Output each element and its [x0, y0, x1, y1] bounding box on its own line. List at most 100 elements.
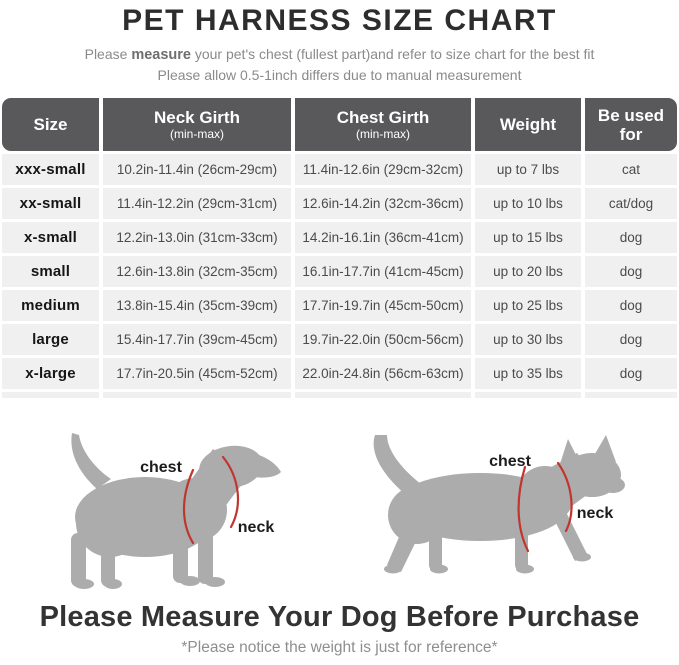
cat-neck-label: neck — [577, 505, 614, 522]
table-cell: 12.6in-14.2in (32cm-36cm) — [295, 188, 471, 219]
col-header-chest-girth: Chest Girth (min-max) — [295, 98, 471, 151]
dog-hind-leg — [101, 537, 115, 587]
table-cell: up to 7 lbs — [475, 154, 581, 185]
size-cell: large — [2, 324, 99, 355]
table-cell: dog — [585, 324, 677, 355]
table-cell: 14.2in-16.1in (36cm-41cm) — [295, 222, 471, 253]
table-bottom-strip — [295, 392, 471, 398]
dog-front-leg — [173, 525, 188, 583]
table-cell: 22.0in-24.8in (56cm-63cm) — [295, 358, 471, 389]
col-header-size: Size — [2, 98, 99, 151]
table-cell: up to 30 lbs — [475, 324, 581, 355]
table-cell: 16.1in-17.7in (41cm-45cm) — [295, 256, 471, 287]
table-cell: dog — [585, 222, 677, 253]
size-cell: x-large — [2, 358, 99, 389]
table-cell: 12.6in-13.8in (32cm-35cm) — [103, 256, 291, 287]
cat-front-leg — [515, 517, 528, 571]
cat-paw — [573, 552, 591, 562]
col-header-weight-label: Weight — [499, 115, 557, 134]
cat-neck-measure-line — [556, 461, 573, 533]
subtitle-post: your pet's chest (fullest part)and refer… — [190, 46, 595, 62]
dog-haunch — [76, 489, 144, 557]
subtitle-measure-bold: measure — [131, 47, 191, 63]
subtitle-pre: Please — [84, 46, 132, 62]
dog-chest-measure-line — [183, 468, 195, 545]
table-cell: dog — [585, 358, 677, 389]
table-cell: 12.2in-13.0in (31cm-33cm) — [103, 222, 291, 253]
size-cell: x-small — [2, 222, 99, 253]
dog-hind-leg — [71, 533, 86, 587]
size-cell: xxx-small — [2, 154, 99, 185]
col-header-neck-girth-sub: (min-max) — [170, 127, 224, 141]
table-cell: 10.2in-11.4in (26cm-29cm) — [103, 154, 291, 185]
cat-silhouette: chest neck — [373, 435, 625, 574]
dog-paw — [205, 577, 225, 587]
measurement-diagrams: chest neck chest neck — [0, 425, 679, 597]
table-cell: up to 25 lbs — [475, 290, 581, 321]
table-cell: cat/dog — [585, 188, 677, 219]
cat-ear — [592, 435, 616, 462]
table-cell: up to 15 lbs — [475, 222, 581, 253]
cat-front-leg — [551, 510, 587, 561]
table-cell: 17.7in-20.5in (45cm-52cm) — [103, 358, 291, 389]
cat-ear — [559, 439, 581, 467]
table-cell: up to 10 lbs — [475, 188, 581, 219]
table-cell: up to 20 lbs — [475, 256, 581, 287]
table-cell: 17.7in-19.7in (45cm-50cm) — [295, 290, 471, 321]
table-bottom-strip — [475, 392, 581, 398]
table-cell: dog — [585, 256, 677, 287]
cat-paw — [516, 564, 534, 574]
dog-tail — [71, 433, 111, 489]
dog-front-leg — [198, 522, 213, 584]
size-cell: small — [2, 256, 99, 287]
col-header-size-label: Size — [33, 115, 68, 134]
dog-chest-label: chest — [140, 459, 182, 476]
dog-body-shapes — [71, 433, 281, 589]
cat-body-shapes — [373, 435, 625, 574]
subtitle-line1: Please measure your pet's chest (fullest… — [0, 44, 679, 65]
subtitle-line2: Please allow 0.5-1inch differs due to ma… — [157, 67, 522, 83]
dog-snout — [250, 453, 281, 478]
col-header-neck-girth: Neck Girth (min-max) — [103, 98, 291, 151]
cat-chest-label: chest — [489, 453, 531, 470]
table-bottom-strip — [585, 392, 677, 398]
cat-hind-leg — [429, 523, 442, 571]
dog-paw — [180, 576, 200, 586]
dog-silhouette: chest neck — [71, 433, 281, 589]
table-cell: 19.7in-22.0in (50cm-56cm) — [295, 324, 471, 355]
cat-chest-measure-line — [517, 465, 530, 553]
col-header-chest-girth-label: Chest Girth — [336, 108, 430, 127]
cat-paw — [384, 564, 402, 574]
table-bottom-strip — [2, 392, 99, 398]
table-cell: 11.4in-12.2in (29cm-31cm) — [103, 188, 291, 219]
table-cell: dog — [585, 290, 677, 321]
dog-neck-label: neck — [238, 519, 275, 536]
measure-before-purchase-heading: Please Measure Your Dog Before Purchase — [39, 601, 640, 633]
table-cell: 13.8in-15.4in (35cm-39cm) — [103, 290, 291, 321]
table-cell: 11.4in-12.6in (29cm-32cm) — [295, 154, 471, 185]
dog-paw — [104, 579, 122, 589]
size-chart-table: Size Neck Girth (min-max) Chest Girth (m… — [2, 98, 677, 398]
cat-measure-lines — [517, 461, 573, 553]
table-cell: 15.4in-17.7in (39cm-45cm) — [103, 324, 291, 355]
dog-measure-lines — [183, 455, 239, 545]
col-header-neck-girth-label: Neck Girth — [154, 108, 240, 127]
size-cell: medium — [2, 290, 99, 321]
dog-ear — [206, 455, 232, 510]
dog-neck-measure-line — [221, 455, 239, 529]
col-header-chest-girth-sub: (min-max) — [356, 127, 410, 141]
table-cell: up to 35 lbs — [475, 358, 581, 389]
col-header-be-used-for-label: Be used for — [597, 105, 665, 144]
cat-tail — [373, 435, 425, 499]
page-title: PET HARNESS SIZE CHART — [122, 4, 557, 37]
table-cell: cat — [585, 154, 677, 185]
size-cell: xx-small — [2, 188, 99, 219]
table-bottom-strip — [103, 392, 291, 398]
col-header-weight: Weight — [475, 98, 581, 151]
dog-paw — [74, 579, 94, 589]
col-header-be-used-for: Be used for — [585, 98, 677, 151]
cat-hind-leg — [387, 523, 421, 572]
cat-muzzle — [601, 477, 625, 493]
weight-reference-note: *Please notice the weight is just for re… — [181, 639, 498, 656]
cat-paw — [430, 564, 448, 574]
